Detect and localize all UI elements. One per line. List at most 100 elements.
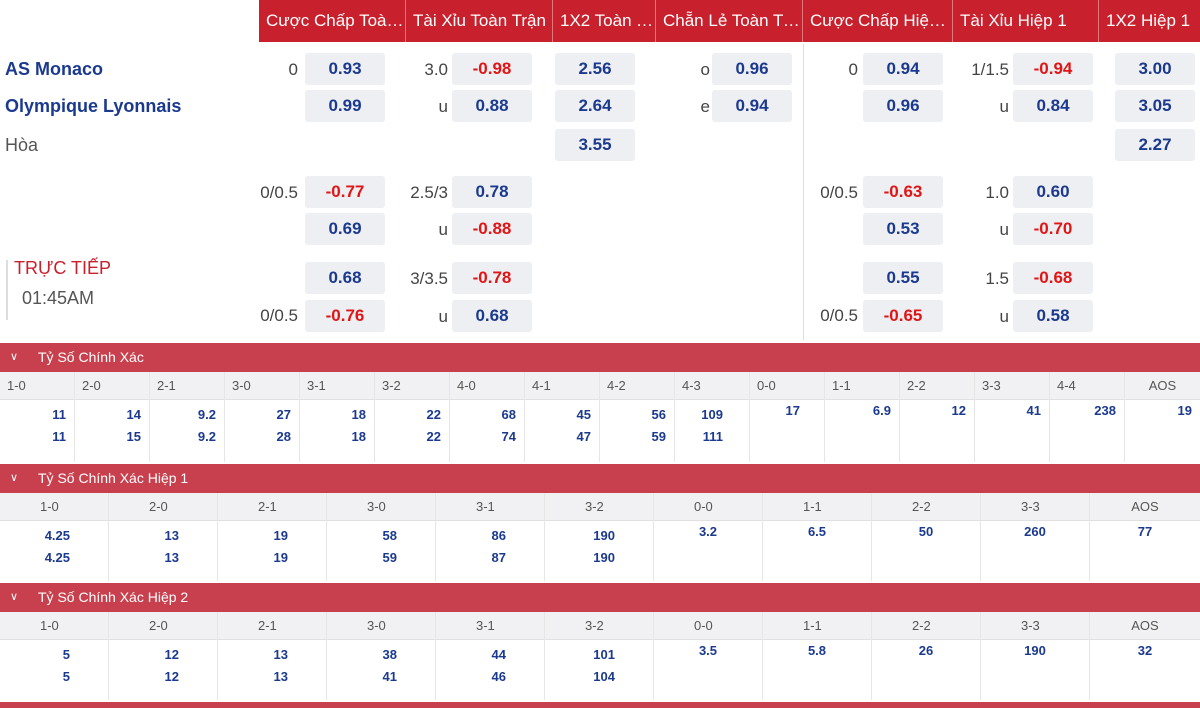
score-cell[interactable]: 0-0 3.2 (654, 493, 763, 581)
score-cell[interactable]: 0-0 17 (750, 372, 825, 462)
ou-line: 3.0 (424, 60, 448, 79)
score-cell[interactable]: 3-3 260 (981, 493, 1090, 581)
odds-button[interactable]: -0.98 (452, 53, 532, 85)
score-cell[interactable]: 3-1 44 46 (436, 612, 545, 700)
odds-button[interactable]: 0.78 (452, 176, 532, 208)
odds-button[interactable]: -0.94 (1013, 53, 1093, 85)
score-cell[interactable]: 2-2 50 (872, 493, 981, 581)
score-cell[interactable]: 1-0 4.25 4.25 (0, 493, 109, 581)
odds-button[interactable]: 2.27 (1115, 129, 1195, 161)
odds-button[interactable]: -0.65 (863, 300, 943, 332)
odds-button[interactable]: 0.96 (863, 90, 943, 122)
score-cell[interactable]: 4-3 109 111 (675, 372, 750, 462)
score-cell[interactable]: 3-1 18 18 (300, 372, 375, 462)
ou-line: 1/1.5 (971, 60, 1009, 79)
under-label: u (438, 307, 448, 326)
score-cell[interactable]: 2-0 14 15 (75, 372, 150, 462)
score-cell[interactable]: 3-3 41 (975, 372, 1050, 462)
odds-button[interactable]: 0.69 (305, 213, 385, 245)
odds-button[interactable]: 3.05 (1115, 90, 1195, 122)
column-divider (803, 44, 804, 340)
score-cell[interactable]: 2-2 12 (900, 372, 975, 462)
score-cell[interactable]: 2-1 9.2 9.2 (150, 372, 225, 462)
score-cell[interactable]: 2-0 13 13 (109, 493, 218, 581)
chevron-down-icon[interactable]: ∨ (10, 472, 19, 484)
score-cell[interactable]: 1-0 11 11 (0, 372, 75, 462)
draw-label: Hòa (5, 135, 39, 155)
score-cell[interactable]: 1-1 6.9 (825, 372, 900, 462)
under-label: u (438, 220, 448, 239)
tab-1x2-ft[interactable]: 1X2 Toàn Trận (552, 0, 655, 42)
score-cell[interactable]: 3-0 38 41 (327, 612, 436, 700)
odds-button[interactable]: 0.68 (452, 300, 532, 332)
odds-button[interactable]: -0.78 (452, 262, 532, 294)
tab-overunder-h1[interactable]: Tài Xỉu Hiệp 1 (952, 0, 1098, 42)
ou-line: 1.5 (985, 269, 1009, 288)
odds-button[interactable]: 0.88 (452, 90, 532, 122)
section-header-correct-score-h2[interactable]: ∨ Tỷ Số Chính Xác Hiệp 2 (0, 583, 1200, 612)
handicap-line: 0/0.5 (820, 183, 858, 202)
next-section-header[interactable] (0, 702, 1200, 708)
score-cell[interactable]: AOS 32 (1090, 612, 1200, 700)
score-cell[interactable]: 2-1 13 13 (218, 612, 327, 700)
score-cell[interactable]: AOS 19 (1125, 372, 1200, 462)
score-cell[interactable]: 2-0 12 12 (109, 612, 218, 700)
score-cell[interactable]: 1-0 5 5 (0, 612, 109, 700)
odds-button[interactable]: -0.88 (452, 213, 532, 245)
live-indicator (6, 260, 8, 320)
score-cell[interactable]: 1-1 5.8 (763, 612, 872, 700)
odds-button[interactable]: 0.53 (863, 213, 943, 245)
odds-button[interactable]: 3.55 (555, 129, 635, 161)
odds-button[interactable]: 0.84 (1013, 90, 1093, 122)
odds-button[interactable]: 2.64 (555, 90, 635, 122)
under-label: u (999, 307, 1009, 326)
odds-button[interactable]: 0.94 (712, 90, 792, 122)
odds-button[interactable]: 3.00 (1115, 53, 1195, 85)
section-header-correct-score-h1[interactable]: ∨ Tỷ Số Chính Xác Hiệp 1 (0, 464, 1200, 493)
score-cell[interactable]: 3-2 22 22 (375, 372, 450, 462)
chevron-down-icon[interactable]: ∨ (10, 591, 19, 603)
score-cell[interactable]: AOS 77 (1090, 493, 1200, 581)
handicap-line: 0 (848, 60, 858, 79)
correct-score-h1-grid: 1-0 4.25 4.25 2-0 13 13 2-1 19 19 3-0 58 59 3-1 8… (0, 493, 1200, 581)
odds-button[interactable]: 0.96 (712, 53, 792, 85)
odds-button[interactable]: -0.76 (305, 300, 385, 332)
score-cell[interactable]: 3-0 27 28 (225, 372, 300, 462)
section-header-correct-score[interactable]: ∨ Tỷ Số Chính Xác (0, 343, 1200, 372)
correct-score-h2-grid: 1-0 5 5 2-0 12 12 2-1 13 13 3-0 38 41 3-1 44 46 3-… (0, 612, 1200, 700)
score-cell[interactable]: 2-1 19 19 (218, 493, 327, 581)
tab-oddeven-ft[interactable]: Chẵn Lẻ Toàn Trận (655, 0, 802, 42)
score-cell[interactable]: 4-2 56 59 (600, 372, 675, 462)
odds-button[interactable]: 0.99 (305, 90, 385, 122)
odds-button[interactable]: -0.63 (863, 176, 943, 208)
score-cell[interactable]: 3-2 190 190 (545, 493, 654, 581)
tab-overunder-ft[interactable]: Tài Xỉu Toàn Trận (405, 0, 552, 42)
score-cell[interactable]: 3-1 86 87 (436, 493, 545, 581)
score-cell[interactable]: 4-4 238 (1050, 372, 1125, 462)
odds-button[interactable]: 0.60 (1013, 176, 1093, 208)
score-cell[interactable]: 1-1 6.5 (763, 493, 872, 581)
tab-1x2-h1[interactable]: 1X2 Hiệp 1 (1098, 0, 1200, 42)
score-cell[interactable]: 3-3 190 (981, 612, 1090, 700)
odds-button[interactable]: 0.55 (863, 262, 943, 294)
odds-button[interactable]: -0.68 (1013, 262, 1093, 294)
odds-button[interactable]: 2.56 (555, 53, 635, 85)
odds-button[interactable]: 0.68 (305, 262, 385, 294)
odds-button[interactable]: -0.77 (305, 176, 385, 208)
odds-button[interactable]: 0.93 (305, 53, 385, 85)
score-cell[interactable]: 3-0 58 59 (327, 493, 436, 581)
score-cell[interactable]: 3-2 101 104 (545, 612, 654, 700)
score-cell[interactable]: 4-0 68 74 (450, 372, 525, 462)
tab-handicap-h1[interactable]: Cược Chấp Hiệp 1 (802, 0, 952, 42)
score-cell[interactable]: 4-1 45 47 (525, 372, 600, 462)
odds-button[interactable]: 0.58 (1013, 300, 1093, 332)
score-cell[interactable]: 2-2 26 (872, 612, 981, 700)
odd-label: o (700, 60, 710, 79)
market-header: Cược Chấp Toàn Trận Tài Xỉu Toàn Trận 1X… (259, 0, 1200, 42)
odds-button[interactable]: -0.70 (1013, 213, 1093, 245)
odds-button[interactable]: 0.94 (863, 53, 943, 85)
chevron-down-icon[interactable]: ∨ (10, 351, 19, 363)
correct-score-grid: 1-0 11 11 2-0 14 15 2-1 9.2 9.2 3-0 27 28 3-1 18 1… (0, 372, 1200, 462)
score-cell[interactable]: 0-0 3.5 (654, 612, 763, 700)
tab-handicap-ft[interactable]: Cược Chấp Toàn Trận (266, 11, 405, 30)
